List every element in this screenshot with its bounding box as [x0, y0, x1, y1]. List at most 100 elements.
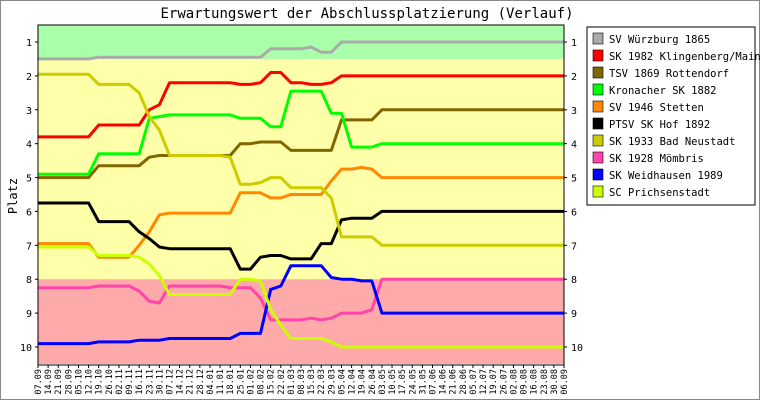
- y-tick-right-5: 5: [571, 174, 577, 185]
- x-tick-label: 11.01: [216, 369, 226, 395]
- x-tick-label: 19.07: [489, 369, 499, 395]
- legend-swatch-1: [592, 49, 604, 62]
- legend-swatch-2: [592, 66, 604, 79]
- y-tick-right-3: 3: [571, 106, 577, 117]
- y-tick-left-8: 8: [26, 275, 32, 286]
- y-tick-left-9: 9: [26, 309, 32, 320]
- legend-swatch-9: [592, 185, 604, 198]
- legend-box: [586, 26, 756, 206]
- x-tick-label: 21.09: [54, 369, 64, 395]
- y-ticks-left: 1 2 3 4 5 6 7 8 9 10: [20, 38, 38, 354]
- x-tick-label: 30.11: [155, 369, 165, 395]
- band-1: [38, 58, 564, 280]
- x-tick-label: 12.04: [348, 369, 358, 395]
- x-tick-label: 09.11: [125, 369, 135, 395]
- x-tick-label: 14.12: [176, 369, 186, 395]
- x-tick-label: 07.12: [166, 369, 176, 395]
- x-tick-label: 26.10: [105, 369, 115, 395]
- y-tick-right-8: 8: [571, 275, 577, 286]
- legend-swatch-7: [592, 151, 604, 164]
- x-tick-label: 02.11: [115, 369, 125, 395]
- y-tick-left-6: 6: [26, 207, 32, 218]
- y-tick-right-2: 2: [571, 72, 577, 83]
- series-line-9: [38, 245, 564, 349]
- x-tick-label: 16.08: [530, 369, 540, 395]
- y-tick-right-7: 7: [571, 241, 577, 252]
- legend-label-7: SK 1928 Mömbris: [609, 153, 704, 165]
- x-tick-label: 06.09: [560, 369, 570, 395]
- y-tick-left-1: 1: [26, 38, 32, 49]
- y-tick-right-4: 4: [571, 140, 577, 151]
- x-tick-label: 21.06: [449, 369, 459, 395]
- x-tick-label: 14.09: [44, 369, 54, 395]
- x-tick-label: 15.03: [307, 369, 317, 395]
- x-tick-label: 28.12: [196, 369, 206, 395]
- legend-label-0: SV Würzburg 1865: [609, 34, 710, 46]
- legend-swatch-6: [592, 134, 604, 147]
- series-line-5: [38, 201, 564, 271]
- x-tick-label: 26.04: [368, 369, 378, 395]
- x-tick-label: 08.02: [257, 369, 267, 395]
- legend-label-8: SK Weidhausen 1989: [609, 170, 723, 182]
- x-tick-label: 10.05: [388, 369, 398, 395]
- legend-label-1: SK 1982 Klingenberg/Main: [609, 51, 760, 63]
- x-tick-label: 07.06: [429, 369, 439, 395]
- x-tick-label: 17.05: [398, 369, 408, 395]
- x-tick-label: 30.08: [550, 369, 560, 395]
- x-tick-label: 05.07: [469, 369, 479, 395]
- legend-swatch-4: [592, 100, 604, 113]
- y-tick-right-9: 9: [571, 309, 577, 320]
- x-tick-label: 19.04: [358, 369, 368, 395]
- series-lines: [38, 40, 564, 349]
- y-tick-left-10: 10: [20, 343, 32, 354]
- legend-label-4: SV 1946 Stetten: [609, 102, 704, 114]
- series-line-6: [38, 72, 564, 247]
- x-tick-label: 01.02: [246, 369, 256, 395]
- x-tick-label: 14.06: [439, 369, 449, 395]
- y-tick-right-1: 1: [571, 38, 577, 49]
- legend-label-5: PTSV SK Hof 1892: [609, 119, 710, 131]
- x-tick-label: 26.07: [499, 369, 509, 395]
- x-tick-label: 24.05: [408, 369, 418, 395]
- y-tick-left-4: 4: [26, 140, 32, 151]
- x-tick-label: 15.02: [267, 369, 277, 395]
- x-tick-label: 23.11: [145, 369, 155, 395]
- legend: SV Würzburg 1865 SK 1982 Klingenberg/Main…: [586, 26, 760, 206]
- y-ticks-right: 1 2 3 4 5 6 7 8 9 10: [564, 38, 583, 354]
- x-tick-label: 12.07: [479, 369, 489, 395]
- x-tick-label: 01.03: [287, 369, 297, 395]
- y-axis-label: Platz: [6, 178, 20, 214]
- x-tick-label: 31.05: [418, 369, 428, 395]
- legend-label-9: SC Prichsenstadt: [609, 187, 710, 199]
- x-tick-label: 05.04: [338, 369, 348, 395]
- legend-swatch-5: [592, 117, 604, 130]
- x-ticks: 07.09 14.09 21.09 28.09 05.10 12.10 19.10 26.10…: [34, 365, 570, 395]
- y-tick-right-6: 6: [571, 207, 577, 218]
- x-tick-label: 04.01: [206, 369, 216, 395]
- series-line-0: [38, 40, 564, 61]
- x-tick-label: 22.03: [317, 369, 327, 395]
- x-tick-label: 18.01: [226, 369, 236, 395]
- series-line-1: [38, 71, 564, 139]
- legend-swatch-8: [592, 168, 604, 181]
- x-tick-label: 05.10: [75, 369, 85, 395]
- x-tick-label: 19.10: [95, 369, 105, 395]
- x-tick-label: 28.09: [64, 369, 74, 395]
- series-line-2: [38, 108, 564, 180]
- chart-title: Erwartungswert der Abschlussplatzierung …: [160, 6, 573, 22]
- y-tick-left-5: 5: [26, 174, 32, 185]
- y-tick-left-2: 2: [26, 72, 32, 83]
- y-tick-left-7: 7: [26, 241, 32, 252]
- x-tick-label: 12.10: [85, 369, 95, 395]
- x-tick-label: 22.02: [277, 369, 287, 395]
- x-tick-label: 07.09: [34, 369, 44, 395]
- legend-swatch-3: [592, 83, 604, 96]
- x-tick-label: 09.08: [520, 369, 530, 395]
- series-line-7: [38, 277, 564, 322]
- background-bands: [38, 25, 564, 364]
- x-tick-label: 02.08: [509, 369, 519, 395]
- band-2: [38, 279, 564, 364]
- legend-label-3: Kronacher SK 1882: [609, 85, 716, 97]
- legend-label-2: TSV 1869 Rottendorf: [609, 68, 729, 80]
